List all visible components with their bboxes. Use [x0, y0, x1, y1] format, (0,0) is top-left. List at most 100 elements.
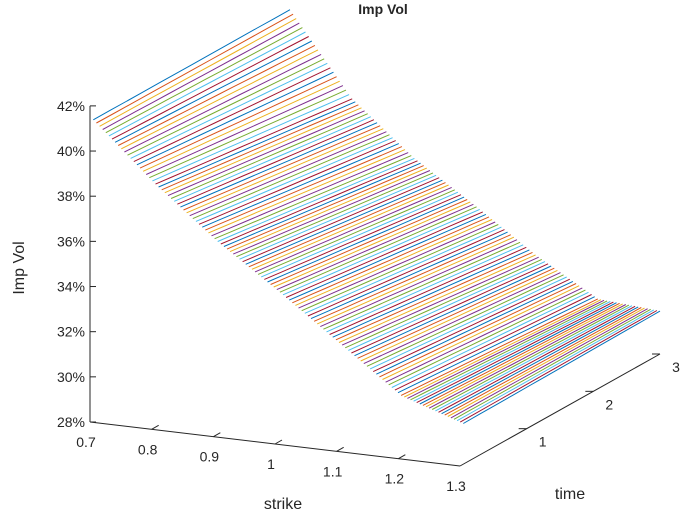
- y-tick-label: 1: [539, 434, 547, 450]
- surface-line: [273, 201, 471, 288]
- surface-line: [397, 296, 595, 394]
- surface-line: [174, 116, 371, 202]
- x-tick-mark: [213, 432, 221, 438]
- surface-line: [323, 241, 521, 330]
- surface-line: [428, 304, 627, 409]
- surface-line: [363, 272, 561, 365]
- surface-line: [208, 149, 406, 234]
- surface-line: [372, 278, 571, 373]
- surface-line: [214, 155, 412, 240]
- surface-line: [223, 162, 421, 247]
- surface-line: [183, 125, 381, 211]
- chart-title: Imp Vol: [358, 1, 408, 17]
- surface-line: [438, 305, 636, 413]
- surface-line: [400, 298, 599, 396]
- surface-line: [177, 119, 375, 205]
- surface-line: [93, 9, 291, 121]
- x-axis-label: strike: [264, 496, 302, 513]
- surface-line: [289, 213, 487, 301]
- z-tick-label: 32%: [57, 324, 85, 340]
- surface-line: [245, 179, 443, 265]
- surface-line: [127, 58, 325, 156]
- surface-line: [158, 101, 356, 188]
- surface-line: [264, 194, 462, 280]
- surface-line: [195, 137, 393, 222]
- surface-line: [459, 310, 658, 423]
- surface-line: [307, 229, 505, 317]
- y-axis-label: time: [555, 486, 585, 503]
- x-tick-label: 1: [267, 456, 275, 472]
- surface-line: [295, 219, 493, 306]
- surface-line: [233, 170, 431, 255]
- surface-line: [388, 289, 586, 386]
- surface-line: [189, 131, 387, 217]
- surface-line: [155, 98, 353, 185]
- surface-line: [326, 244, 524, 333]
- x-tick-mark: [274, 439, 283, 445]
- surface-line: [360, 269, 558, 362]
- surface-line: [257, 189, 455, 275]
- surface-line: [407, 299, 605, 399]
- surface-line: [236, 172, 434, 258]
- surface-line: [149, 89, 347, 179]
- surface-line: [441, 306, 639, 415]
- surface-line: [419, 302, 617, 405]
- x-tick-label: 0.8: [138, 441, 158, 457]
- surface-line: [198, 140, 396, 225]
- surface-line: [99, 18, 297, 127]
- surface-line: [130, 62, 328, 159]
- surface-line: [413, 301, 611, 402]
- z-tick-label: 38%: [57, 188, 85, 204]
- x-tick-mark: [151, 424, 159, 430]
- surface-line: [152, 94, 350, 182]
- surface-line: [344, 258, 543, 349]
- surface-line: [242, 177, 440, 263]
- surface-line: [416, 301, 614, 404]
- surface-line: [425, 303, 623, 408]
- surface-line: [282, 208, 480, 296]
- z-tick-label: 42%: [57, 98, 85, 114]
- x-tick-mark: [336, 446, 344, 452]
- surface-line: [410, 300, 608, 401]
- surface-line: [226, 165, 424, 250]
- surface-line: [220, 160, 418, 245]
- surface-line: [270, 199, 468, 285]
- surface-line: [285, 211, 483, 298]
- surface-line: [211, 152, 409, 237]
- surface-line: [105, 27, 303, 134]
- surface-line: [239, 174, 437, 260]
- surface-line: [366, 274, 564, 367]
- surface-line: [335, 251, 533, 341]
- surface-line: [114, 40, 313, 143]
- surface-line: [450, 308, 648, 419]
- surface-line: [379, 283, 577, 378]
- surface-line: [164, 107, 362, 194]
- surface-line: [385, 287, 583, 383]
- surface-line: [376, 280, 574, 375]
- surface-line: [248, 182, 446, 268]
- y-tick-label: 3: [672, 359, 680, 375]
- surface-line: [117, 44, 316, 146]
- surface-line: [251, 184, 449, 270]
- axes: [89, 105, 661, 467]
- surface-line: [121, 49, 319, 150]
- y-tick-label: 2: [605, 396, 613, 412]
- surface-line: [320, 239, 518, 328]
- surface-line: [124, 53, 322, 153]
- surface-line: [298, 221, 496, 309]
- surface-line: [111, 36, 309, 140]
- surface-line: [369, 276, 567, 370]
- z-tick-label: 40%: [57, 143, 85, 159]
- surface-line: [136, 71, 334, 166]
- surface-line: [348, 261, 546, 351]
- surface-line: [279, 206, 477, 293]
- surface-line: [180, 122, 378, 208]
- surface-line: [142, 80, 340, 172]
- x-tick-mark: [398, 454, 406, 460]
- surface-line: [351, 263, 549, 354]
- surface-line: [382, 285, 580, 380]
- x-tick-label: 1.1: [323, 463, 343, 479]
- z-tick-label: 34%: [57, 279, 85, 295]
- surface-line: [316, 236, 515, 325]
